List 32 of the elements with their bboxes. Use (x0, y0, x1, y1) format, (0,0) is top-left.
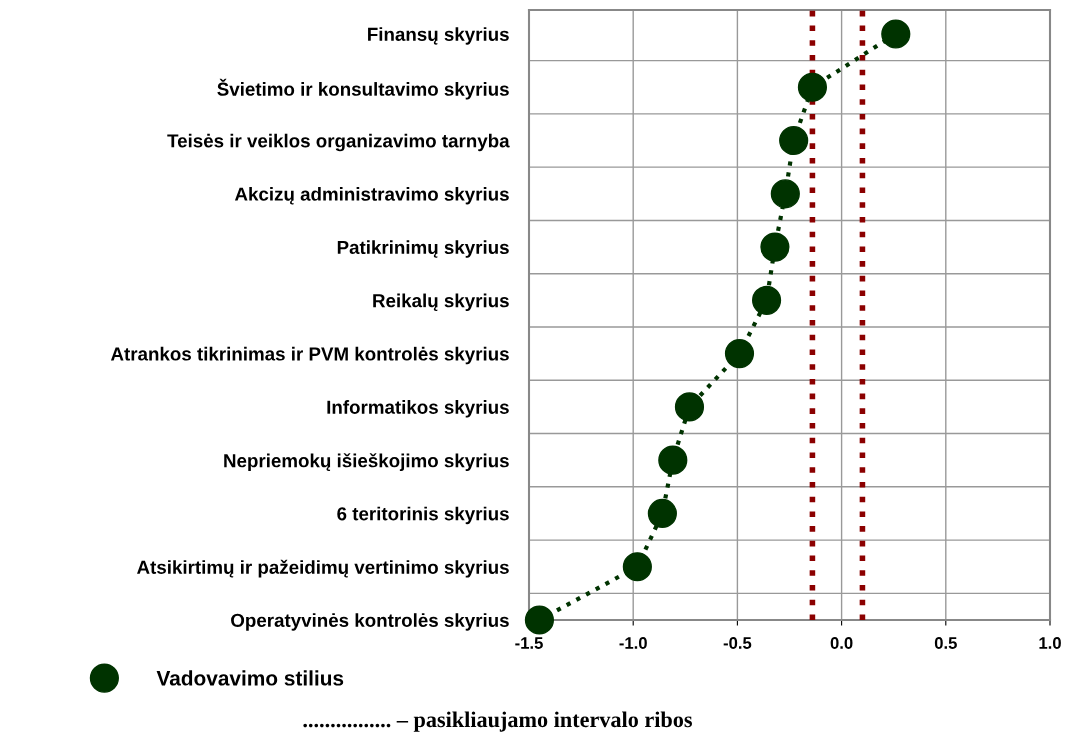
x-tick-label: 0.5 (934, 637, 957, 649)
point (658, 445, 688, 475)
y-tick-label: Finansų skyrius (368, 27, 509, 45)
point (524, 605, 555, 635)
point (797, 72, 828, 102)
point (760, 232, 790, 262)
y-tick-label: Nepriemokų išieškojimo skyrius (224, 453, 509, 472)
y-tick-label: Operatyvinės kontrolės skyrius (231, 613, 509, 631)
point (622, 552, 652, 582)
y-tick-label: Reikalų skyrius (373, 293, 509, 312)
legend-label: Vadovavimo stilius (156, 670, 344, 686)
point (770, 179, 800, 209)
y-tick-label: Patikrinimų skyrius (337, 240, 509, 258)
y-tick-label: Akcizų administravimo skyrius (234, 187, 509, 205)
x-tick-label: 0.0 (830, 637, 853, 649)
x-tick-label: 1.0 (1039, 637, 1061, 649)
point (751, 285, 782, 315)
point (674, 392, 705, 422)
y-tick-label: Informatikos skyrius (327, 400, 509, 418)
y-tick-label: Teisės ir veiklos organizavimo tarnyba (167, 133, 510, 152)
point (881, 19, 911, 49)
point (647, 498, 677, 529)
x-tick-label: -1.0 (619, 637, 647, 649)
y-tick-label: 6 teritorinis skyrius (337, 506, 509, 525)
point (724, 339, 755, 369)
y-tick-label: Atsikirtimų ir pažeidimų vertinimo skyrius (137, 559, 509, 578)
y-tick-label: Atrankos tikrinimas ir PVM kontrolės skyrius (110, 346, 509, 365)
x-tick-label: -0.5 (723, 637, 752, 649)
text: ................ – pasikliaujamo intervalo ribos (303, 711, 692, 732)
x-tick-label: -1.5 (515, 637, 543, 649)
y-tick-label: Švietimo ir konsultavimo skyrius (217, 78, 509, 100)
point (779, 125, 809, 156)
